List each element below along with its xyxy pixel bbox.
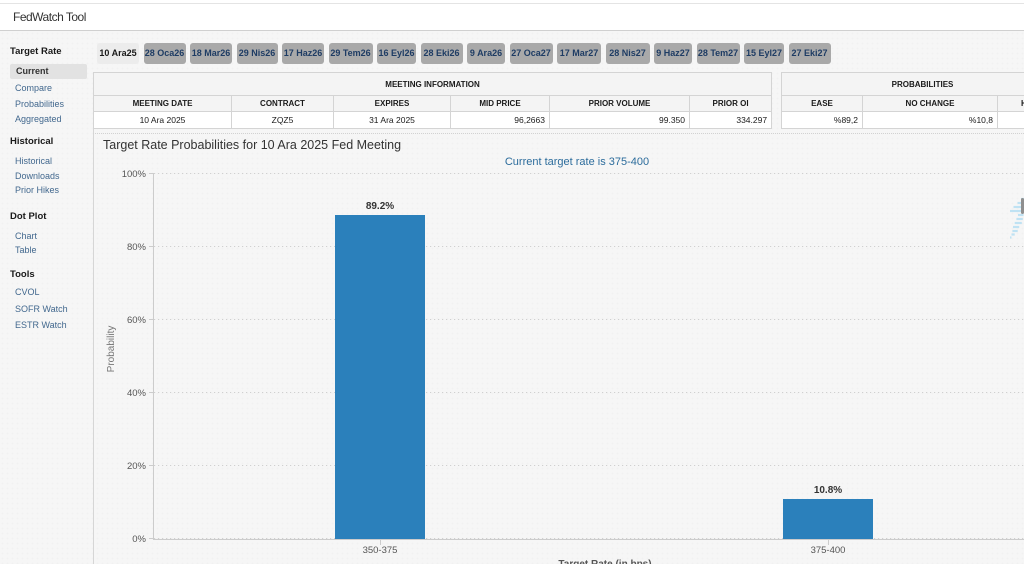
svg-text:60%: 60% <box>127 315 147 326</box>
svg-text:10.8%: 10.8% <box>814 485 842 496</box>
svg-text:Current target rate is 375-400: Current target rate is 375-400 <box>505 156 649 168</box>
svg-text:0%: 0% <box>132 534 146 545</box>
svg-text:40%: 40% <box>127 388 147 399</box>
svg-text:Target Rate (in bps): Target Rate (in bps) <box>558 559 651 564</box>
svg-text:80%: 80% <box>127 242 147 253</box>
svg-text:350-375: 350-375 <box>363 545 398 556</box>
svg-text:89.2%: 89.2% <box>366 201 394 212</box>
svg-text:Probability: Probability <box>106 326 117 373</box>
svg-text:100%: 100% <box>122 169 147 180</box>
svg-text:375-400: 375-400 <box>811 545 846 556</box>
svg-text:20%: 20% <box>127 461 147 472</box>
svg-text:Target Rate Probabilities for: Target Rate Probabilities for 10 Ara 202… <box>103 138 401 152</box>
